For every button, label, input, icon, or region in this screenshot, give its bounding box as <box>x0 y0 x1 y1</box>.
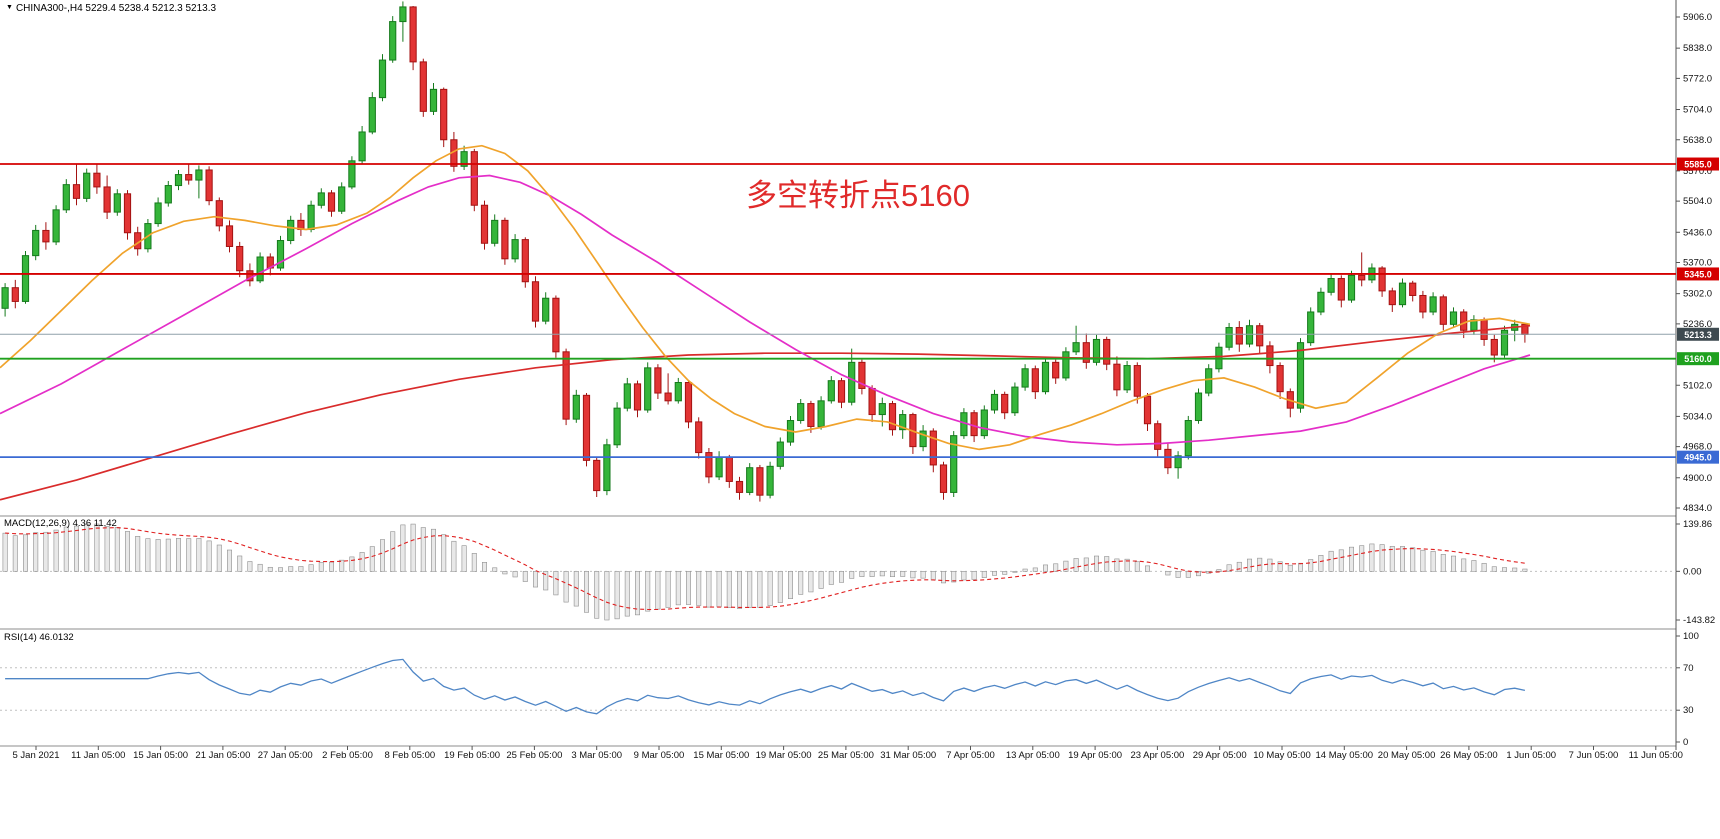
svg-text:0.00: 0.00 <box>1683 566 1702 577</box>
svg-text:2 Feb 05:00: 2 Feb 05:00 <box>322 750 373 761</box>
symbol-marker-icon: ▼ <box>6 4 13 11</box>
svg-text:15 Jan 05:00: 15 Jan 05:00 <box>133 750 188 761</box>
svg-text:139.86: 139.86 <box>1683 519 1712 530</box>
svg-text:4834.0: 4834.0 <box>1683 503 1712 514</box>
svg-text:29 Apr 05:00: 29 Apr 05:00 <box>1193 750 1247 761</box>
macd-indicator-label: MACD(12,26,9) 4.36 11.42 <box>4 518 117 529</box>
svg-text:5236.0: 5236.0 <box>1683 319 1712 330</box>
svg-text:9 Mar 05:00: 9 Mar 05:00 <box>634 750 685 761</box>
svg-text:19 Mar 05:00: 19 Mar 05:00 <box>756 750 812 761</box>
svg-text:7 Jun 05:00: 7 Jun 05:00 <box>1569 750 1619 761</box>
svg-text:20 May 05:00: 20 May 05:00 <box>1378 750 1436 761</box>
svg-text:14 May 05:00: 14 May 05:00 <box>1316 750 1374 761</box>
svg-text:5436.0: 5436.0 <box>1683 227 1712 238</box>
svg-text:5 Jan 2021: 5 Jan 2021 <box>12 750 59 761</box>
svg-text:7 Apr 05:00: 7 Apr 05:00 <box>946 750 995 761</box>
svg-text:19 Feb 05:00: 19 Feb 05:00 <box>444 750 500 761</box>
svg-text:15 Mar 05:00: 15 Mar 05:00 <box>693 750 749 761</box>
rsi-indicator-label: RSI(14) 46.0132 <box>4 632 74 643</box>
svg-text:31 Mar 05:00: 31 Mar 05:00 <box>880 750 936 761</box>
svg-text:5034.0: 5034.0 <box>1683 411 1712 422</box>
svg-text:70: 70 <box>1683 663 1694 674</box>
svg-text:25 Feb 05:00: 25 Feb 05:00 <box>506 750 562 761</box>
svg-text:5302.0: 5302.0 <box>1683 289 1712 300</box>
svg-text:5102.0: 5102.0 <box>1683 380 1712 391</box>
svg-text:5838.0: 5838.0 <box>1683 43 1712 54</box>
svg-text:23 Apr 05:00: 23 Apr 05:00 <box>1130 750 1184 761</box>
ohlc-header: ▼ CHINA300-,H4 5229.4 5238.4 5212.3 5213.… <box>6 3 216 14</box>
svg-text:13 Apr 05:00: 13 Apr 05:00 <box>1006 750 1060 761</box>
svg-text:4968.0: 4968.0 <box>1683 442 1712 453</box>
svg-text:30: 30 <box>1683 705 1694 716</box>
svg-text:1 Jun 05:00: 1 Jun 05:00 <box>1506 750 1556 761</box>
svg-text:11 Jun 05:00: 11 Jun 05:00 <box>1629 750 1683 761</box>
svg-text:3 Mar 05:00: 3 Mar 05:00 <box>571 750 622 761</box>
svg-text:4900.0: 4900.0 <box>1683 473 1712 484</box>
svg-text:26 May 05:00: 26 May 05:00 <box>1440 750 1498 761</box>
svg-text:-143.82: -143.82 <box>1683 615 1715 626</box>
svg-text:8 Feb 05:00: 8 Feb 05:00 <box>384 750 435 761</box>
svg-text:5504.0: 5504.0 <box>1683 196 1712 207</box>
svg-text:19 Apr 05:00: 19 Apr 05:00 <box>1068 750 1122 761</box>
svg-text:10 May 05:00: 10 May 05:00 <box>1253 750 1311 761</box>
svg-text:21 Jan 05:00: 21 Jan 05:00 <box>195 750 250 761</box>
svg-text:5370.0: 5370.0 <box>1683 258 1712 269</box>
svg-text:5906.0: 5906.0 <box>1683 12 1712 23</box>
svg-text:5585.0: 5585.0 <box>1684 160 1712 170</box>
svg-text:11 Jan 05:00: 11 Jan 05:00 <box>71 750 125 761</box>
svg-text:100: 100 <box>1683 631 1699 642</box>
svg-text:27 Jan 05:00: 27 Jan 05:00 <box>258 750 313 761</box>
svg-text:5772.0: 5772.0 <box>1683 73 1712 84</box>
svg-text:5570.0: 5570.0 <box>1683 166 1712 177</box>
svg-text:5213.3: 5213.3 <box>1684 330 1712 340</box>
svg-text:5345.0: 5345.0 <box>1684 269 1712 279</box>
svg-text:0: 0 <box>1683 737 1688 748</box>
ohlc-header-text: CHINA300-,H4 5229.4 5238.4 5212.3 5213.3 <box>15 3 217 14</box>
svg-text:5160.0: 5160.0 <box>1684 354 1712 364</box>
svg-text:5638.0: 5638.0 <box>1683 135 1712 146</box>
svg-text:5704.0: 5704.0 <box>1683 105 1712 116</box>
svg-text:4945.0: 4945.0 <box>1684 453 1712 463</box>
chart-annotation-text: 多空转折点5160 <box>746 178 970 213</box>
svg-text:25 Mar 05:00: 25 Mar 05:00 <box>818 750 874 761</box>
